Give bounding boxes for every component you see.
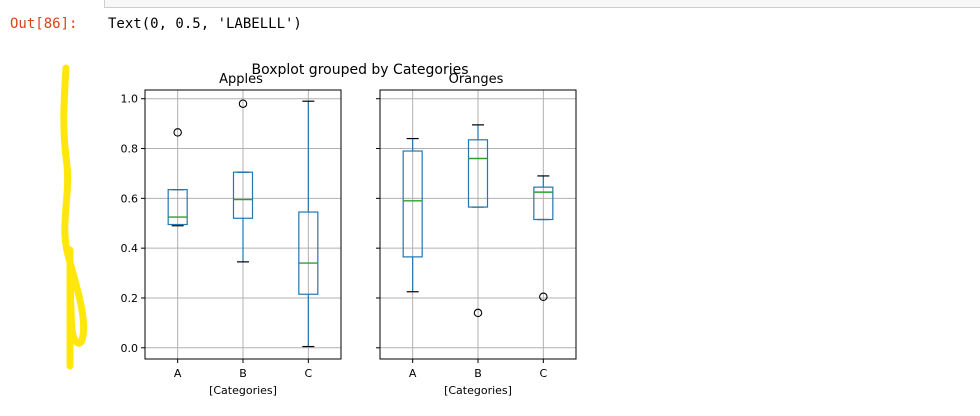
x-tick-label: B xyxy=(239,367,247,380)
box-b xyxy=(232,99,254,263)
x-tick-label: C xyxy=(539,367,547,380)
subplot-oranges: A B C [Categories] Oranges xyxy=(376,72,577,397)
y-tick-label: 0.4 xyxy=(121,242,139,255)
iqr-box xyxy=(232,171,254,219)
iqr-box xyxy=(167,189,188,226)
box-a xyxy=(167,128,188,227)
iqr-box xyxy=(298,211,319,295)
x-axis-label: [Categories] xyxy=(209,384,277,397)
figure-suptitle: Boxplot grouped by Categories xyxy=(252,62,469,78)
subplot-title: Oranges xyxy=(449,72,504,87)
y-tick-label: 1.0 xyxy=(121,93,139,106)
iqr-box xyxy=(533,186,554,221)
y-tick-label: 0.2 xyxy=(121,292,139,305)
y-tick-label: 0.8 xyxy=(121,143,139,156)
highlighter-mark xyxy=(60,64,88,370)
output-prompt: Out[86]: xyxy=(10,16,78,32)
iqr-box xyxy=(402,150,423,258)
x-axis-label: [Categories] xyxy=(444,384,512,397)
box-c xyxy=(533,175,554,301)
outlier-point xyxy=(238,99,248,108)
outlier-point xyxy=(473,308,483,318)
previous-cell-edge xyxy=(104,0,980,8)
subplot-apples: 0.0 0.2 0.4 0.6 0.8 1.0 A B C [Categories] Apples xyxy=(121,72,342,397)
box-c xyxy=(298,100,319,348)
outlier-point xyxy=(539,292,548,301)
x-tick-label: C xyxy=(304,367,312,380)
y-tick-label: 0.0 xyxy=(121,342,139,355)
iqr-box xyxy=(467,139,489,208)
x-tick-label: A xyxy=(174,367,182,380)
box-b xyxy=(467,124,489,318)
output-text: Text(0, 0.5, 'LABELLL') xyxy=(108,16,302,32)
outlier-point xyxy=(173,128,182,137)
x-tick-label: A xyxy=(409,367,417,380)
x-tick-label: B xyxy=(474,367,482,380)
subplot-title: Apples xyxy=(219,72,263,87)
y-tick-label: 0.6 xyxy=(121,192,139,205)
box-a xyxy=(402,137,423,293)
